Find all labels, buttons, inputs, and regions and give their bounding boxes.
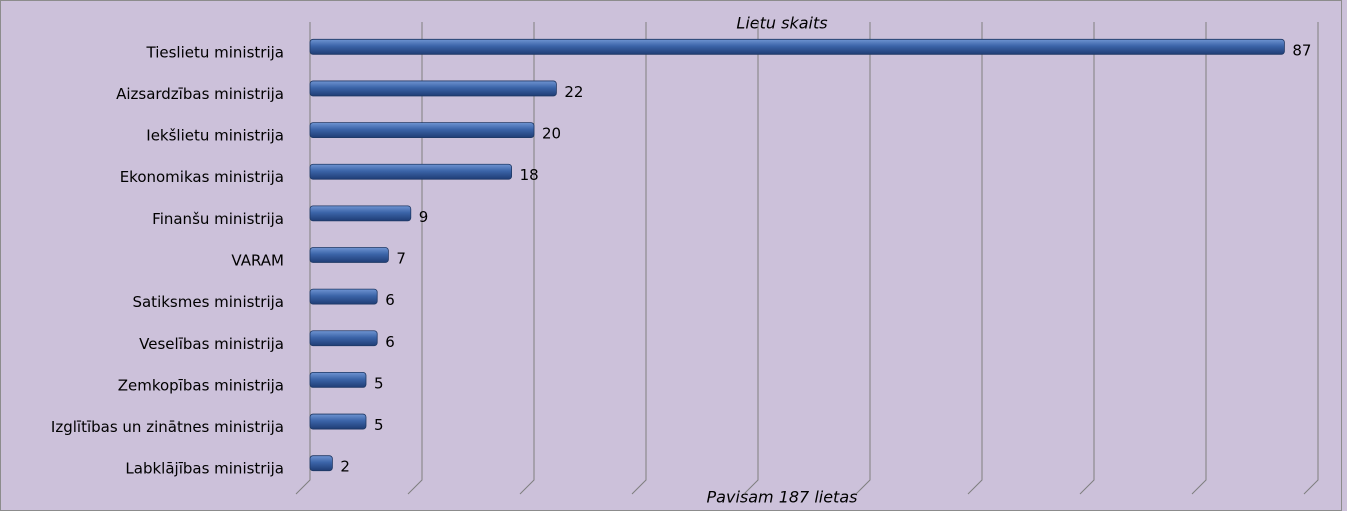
value-label: 5 [374,374,384,392]
y-tick-label: Veselības ministrija [139,335,284,353]
bar [309,80,557,97]
y-tick-label: Iekšlietu ministrija [146,127,284,145]
y-tick-label: Satiksmes ministrija [132,293,284,311]
value-label: 2 [340,458,350,476]
grid-line [631,22,647,495]
grid-line [1303,22,1319,495]
y-tick-label: Izglītības un zinātnes ministrija [51,418,284,436]
grid-line [855,22,871,495]
bar [309,330,378,347]
value-label: 87 [1292,41,1311,59]
y-tick-label: Aizsardzības ministrija [116,85,284,103]
bar [309,288,378,305]
bar [309,455,333,472]
grid-line [967,22,983,495]
chart-title: Lietu skaits [736,14,827,33]
grid-line [1191,22,1207,495]
grid-line [1079,22,1095,495]
value-label: 5 [374,416,384,434]
y-tick-label: Tieslietu ministrija [146,43,284,61]
grid-line [743,22,759,495]
y-tick-label: Zemkopības ministrija [118,376,284,394]
bar [309,205,412,222]
bar [309,163,513,180]
bar [309,413,367,430]
value-label: 6 [385,333,395,351]
value-label: 22 [564,83,583,101]
value-label: 7 [396,250,406,268]
y-tick-label: Ekonomikas ministrija [120,168,284,186]
value-label: 20 [542,125,561,143]
bar [309,372,367,388]
value-label: 9 [419,208,429,226]
value-label: 6 [385,291,395,309]
chart-subtitle: Pavisam 187 lietas [707,488,858,507]
bar [309,38,1285,55]
bar [309,247,389,263]
y-tick-label: VARAM [231,252,284,270]
y-tick-label: Finanšu ministrija [152,210,284,228]
value-label: 18 [520,166,539,184]
bar [309,122,535,138]
y-tick-label: Labklājības ministrija [125,460,284,478]
grid-line [519,22,535,495]
